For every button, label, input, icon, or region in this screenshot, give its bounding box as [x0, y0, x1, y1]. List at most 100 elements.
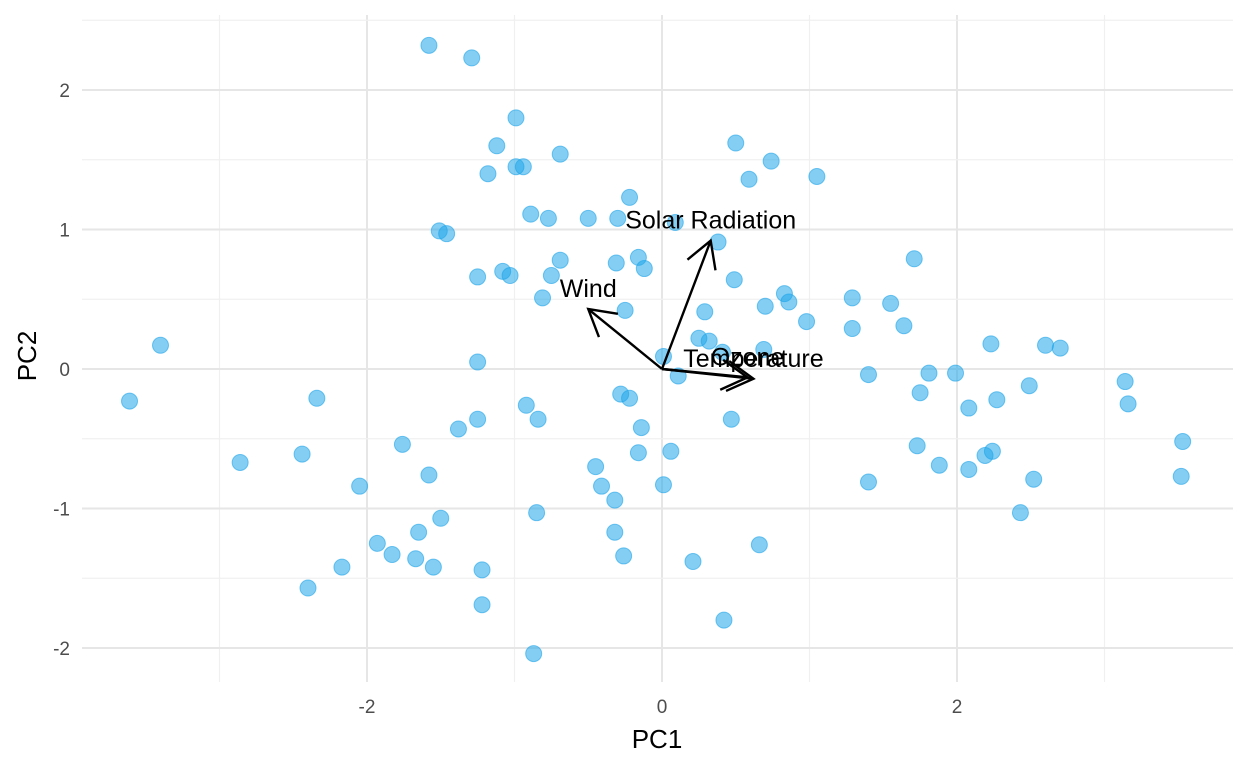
data-point	[539, 209, 557, 227]
loading-label: Solar Radiation	[625, 207, 796, 235]
data-point	[424, 558, 442, 576]
data-point	[368, 534, 386, 552]
data-point	[727, 134, 745, 152]
data-point	[725, 271, 743, 289]
data-point	[488, 137, 506, 155]
data-point	[1037, 336, 1054, 354]
loading-arrow	[660, 238, 717, 370]
data-point	[522, 205, 540, 223]
data-point	[410, 523, 428, 541]
data-point	[606, 523, 624, 541]
scatter-points	[121, 36, 1192, 663]
data-point	[469, 353, 487, 371]
data-point	[333, 558, 351, 576]
loading-arrow	[586, 307, 663, 370]
data-point	[780, 293, 798, 311]
data-point	[551, 145, 569, 163]
data-point	[449, 420, 467, 438]
data-point	[755, 340, 773, 358]
data-point	[507, 109, 525, 127]
data-point	[1025, 470, 1043, 488]
data-point	[930, 456, 948, 474]
data-point	[808, 167, 826, 185]
data-point	[960, 399, 978, 417]
data-point	[1172, 467, 1190, 485]
data-point	[1119, 395, 1137, 413]
data-point	[1020, 377, 1038, 395]
data-point	[152, 336, 169, 354]
data-point	[293, 445, 311, 463]
data-point	[988, 391, 1006, 409]
data-point	[843, 289, 861, 307]
data-point	[629, 444, 647, 462]
data-point	[528, 504, 546, 522]
data-point	[606, 491, 624, 509]
data-point	[542, 267, 560, 285]
data-point	[1174, 433, 1192, 451]
y-tick-label: 0	[59, 360, 70, 381]
loading-arrow	[661, 360, 756, 393]
data-point	[393, 435, 411, 453]
data-point	[635, 260, 653, 278]
data-point	[750, 536, 768, 554]
data-point	[976, 446, 994, 464]
data-point	[501, 267, 519, 285]
data-point	[616, 301, 634, 319]
data-point	[525, 645, 543, 663]
y-tick-label: 1	[59, 221, 70, 242]
data-point	[960, 460, 978, 478]
data-point	[722, 410, 740, 428]
data-point	[798, 313, 816, 331]
data-point	[654, 476, 672, 494]
data-point	[860, 366, 877, 384]
data-point	[756, 297, 774, 315]
data-point	[1051, 339, 1069, 357]
data-point	[383, 546, 401, 564]
data-point	[843, 320, 861, 338]
data-point	[1116, 373, 1134, 391]
data-point	[911, 384, 929, 402]
data-point	[662, 442, 680, 460]
y-tick-label: -2	[53, 639, 70, 660]
loading-label: Ozone	[711, 343, 785, 371]
data-point	[420, 36, 438, 54]
data-point	[517, 396, 535, 414]
data-point	[920, 364, 938, 382]
data-point	[469, 268, 487, 286]
data-point	[882, 294, 900, 312]
data-point	[1011, 504, 1029, 522]
data-point	[632, 419, 650, 437]
data-point	[762, 152, 780, 170]
data-point	[715, 611, 733, 629]
data-point	[607, 254, 625, 272]
loading-label: Wind	[560, 275, 617, 303]
data-point	[534, 289, 552, 307]
data-point	[740, 170, 758, 188]
data-point	[621, 389, 639, 407]
data-point	[473, 561, 491, 579]
data-point	[469, 410, 487, 428]
data-point	[432, 509, 450, 527]
y-tick-label: -1	[53, 500, 70, 521]
y-axis-title: PC2	[12, 331, 42, 382]
data-point	[684, 553, 702, 571]
data-point	[593, 477, 611, 495]
data-point	[299, 579, 317, 597]
tick-labels: -2 0 2 -2 -1 0 1 2	[53, 81, 962, 718]
data-point	[529, 410, 547, 428]
data-point	[479, 165, 497, 183]
data-point	[713, 343, 731, 361]
data-point	[895, 317, 913, 335]
data-point	[473, 596, 491, 614]
data-point	[700, 332, 718, 350]
data-point	[308, 389, 326, 407]
gridlines	[82, 15, 1233, 682]
data-point	[947, 364, 965, 382]
x-tick-label: -2	[359, 697, 376, 718]
data-point	[860, 473, 877, 491]
data-point	[514, 158, 532, 176]
data-point	[982, 335, 1000, 353]
